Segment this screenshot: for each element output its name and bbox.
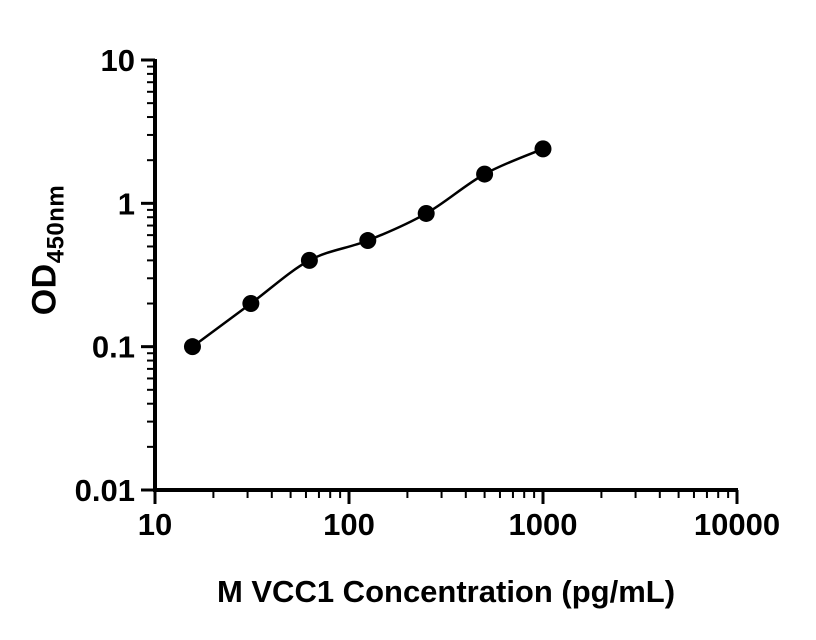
y-tick-label: 1 xyxy=(118,186,135,221)
data-point xyxy=(242,295,260,313)
x-tick-label: 100 xyxy=(323,507,375,542)
data-point xyxy=(534,140,552,158)
y-axis-title-main: OD xyxy=(25,263,64,316)
y-axis-title-sub: 450nm xyxy=(42,184,70,264)
y-tick-label: 10 xyxy=(101,43,135,78)
x-axis-title: M VCC1 Concentration (pg/mL) xyxy=(216,574,676,609)
x-tick-label: 10000 xyxy=(694,507,780,542)
data-point xyxy=(183,338,201,356)
y-tick-label: 0.1 xyxy=(92,330,135,365)
data-point xyxy=(476,165,494,183)
y-tick-label: 0.01 xyxy=(75,473,135,508)
x-tick-label: 1000 xyxy=(509,507,578,542)
x-tick-label: 10 xyxy=(138,507,172,542)
data-point xyxy=(359,232,377,250)
y-axis-title: OD450nm xyxy=(26,185,71,316)
data-point xyxy=(417,204,435,222)
data-point xyxy=(300,251,318,269)
